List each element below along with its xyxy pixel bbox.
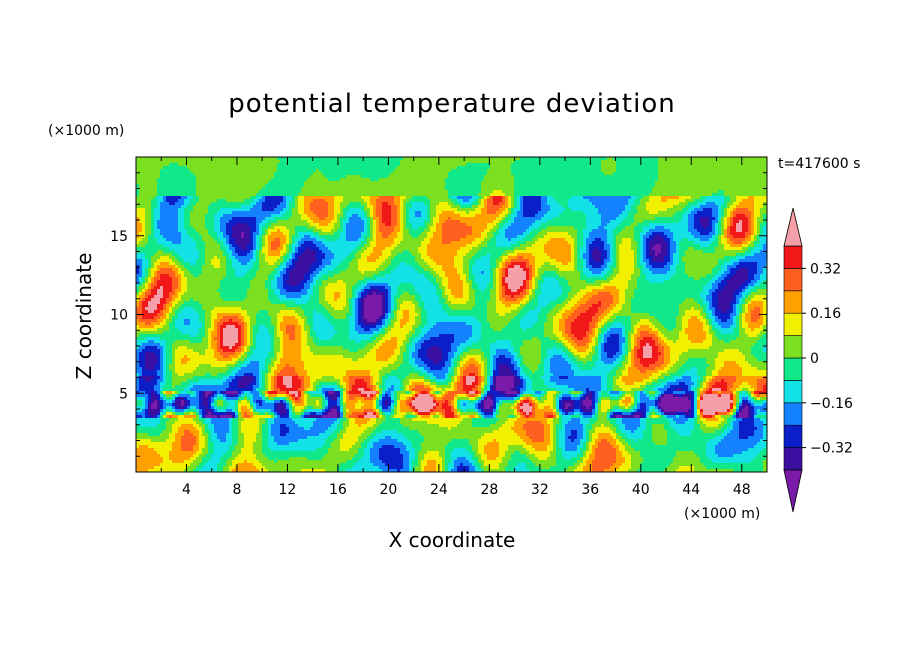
x-tick: 44 [682, 157, 700, 498]
y-axis-label: Z coordinate [72, 253, 96, 380]
y-axis: 5 10 15 [110, 172, 767, 457]
x-tick: 40 [632, 157, 650, 498]
colorbar-segment [783, 380, 803, 404]
colorbar-max-extension [783, 207, 803, 247]
x-tick-label: 12 [279, 482, 297, 498]
colorbar-segment [783, 312, 803, 336]
y-tick: 5 [119, 386, 767, 402]
x-unit-label: (×1000 m) [684, 506, 760, 522]
time-label: t=417600 s [778, 156, 860, 172]
x-tick: 12 [279, 157, 297, 498]
y-tick: 15 [110, 229, 767, 245]
colorbar-segment [783, 357, 803, 381]
x-tick: 24 [430, 157, 448, 498]
y-tick-label: 5 [119, 386, 128, 402]
x-tick: 20 [379, 157, 397, 498]
colorbar-label: 0.16 [810, 306, 841, 322]
y-unit-label: (×1000 m) [48, 123, 124, 139]
colorbar-segment [783, 245, 803, 269]
colorbar-segment [783, 447, 803, 471]
x-tick-label: 36 [581, 482, 599, 498]
x-tick: 8 [232, 157, 241, 498]
y-tick-label: 15 [110, 229, 128, 245]
x-tick: 32 [531, 157, 549, 498]
x-tick: 36 [581, 157, 599, 498]
colorbar-segment [783, 424, 803, 448]
x-tick-label: 40 [632, 482, 650, 498]
x-axis-label: X coordinate [389, 528, 516, 552]
x-tick: 4 [182, 157, 191, 498]
x-tick: 16 [329, 157, 347, 498]
y-tick-label: 10 [110, 308, 128, 324]
colorbar-label: −0.16 [810, 396, 853, 412]
colorbar-label: 0.32 [810, 261, 841, 277]
chart-title: potential temperature deviation [228, 89, 675, 119]
x-tick-label: 28 [480, 482, 498, 498]
x-tick-label: 48 [733, 482, 751, 498]
colorbar-segment [783, 290, 803, 314]
colorbar-segment [783, 335, 803, 359]
x-tick: 48 [733, 157, 751, 498]
colorbar-label: 0 [810, 351, 819, 367]
x-tick-label: 20 [379, 482, 397, 498]
x-axis: 4 8 12 16 20 24 28 32 36 40 44 48 [160, 157, 751, 498]
y-tick: 10 [110, 308, 767, 324]
x-tick-label: 44 [682, 482, 700, 498]
x-tick-label: 32 [531, 482, 549, 498]
x-tick: 28 [480, 157, 498, 498]
colorbar-min-extension [783, 469, 803, 513]
colorbar: −0.32 −0.16 0 0.16 0.32 [783, 207, 853, 513]
colorbar-segment [783, 402, 803, 426]
colorbar-segment [783, 268, 803, 292]
x-tick-label: 24 [430, 482, 448, 498]
x-tick-label: 16 [329, 482, 347, 498]
x-tick-label: 4 [182, 482, 191, 498]
colorbar-label: −0.32 [810, 441, 853, 457]
contour-field [136, 157, 767, 472]
x-tick-label: 8 [232, 482, 241, 498]
